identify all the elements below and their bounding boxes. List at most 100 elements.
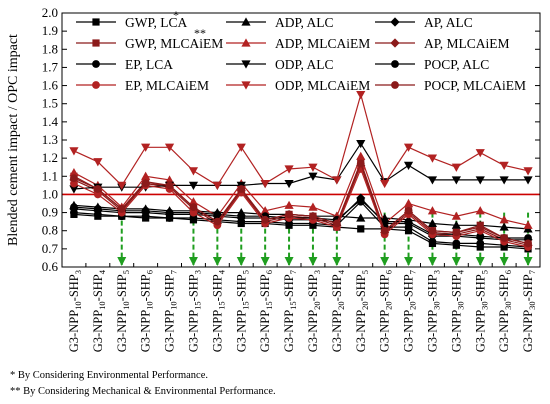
data-point [141,143,151,152]
data-point [427,154,438,163]
legend-label: AP, ALC [424,15,473,30]
data-point [165,181,174,190]
x-tick-label-mid: -SHP [282,274,296,301]
series-line [73,161,529,244]
data-point [260,179,270,189]
x-tick-label-main: G3-NPP [306,310,320,352]
x-tick-label-sub2: 5 [121,270,131,274]
x-tick-label: G3-NPP20-SHP3 [306,270,322,352]
x-tick-label-main: G3-NPP [210,310,224,352]
data-point [189,208,198,217]
data-point [476,239,485,248]
highlight-arrowhead [427,257,437,266]
plot-frame [61,12,541,268]
x-tick-label-main: G3-NPP [521,310,535,352]
data-point [308,163,318,172]
x-tick-label-main: G3-NPP [258,310,272,352]
data-point [500,234,509,242]
series-line [73,200,529,248]
data-point [427,176,438,185]
x-tick-label-sub2: 6 [503,270,513,274]
series-line [73,213,529,250]
data-point [356,91,366,100]
legend-marker [92,81,100,89]
y-tick-label: 1.2 [42,150,58,165]
legend-marker [390,38,400,48]
series-line [73,199,528,239]
data-point [356,213,366,222]
x-tick-label-mid: -SHP [306,274,320,301]
y-tick-label: 1.4 [42,114,59,129]
legend-marker [241,60,251,69]
data-point [476,232,485,241]
x-tick-label-sub1: 30 [431,301,441,310]
data-point [69,168,79,177]
x-tick-label-sub2: 3 [192,270,202,274]
x-tick-label-sub2: 7 [288,270,298,274]
data-point [284,200,294,209]
highlight-arrowhead [117,257,127,266]
x-tick-label-main: G3-NPP [91,310,105,352]
x-tick-label-main: G3-NPP [402,310,416,352]
data-point [70,179,78,188]
data-point [524,234,532,242]
y-tick-label: 0.8 [42,223,58,238]
data-point [332,219,341,228]
data-point [523,220,533,229]
footnote-mechanical-environmental: ** By Considering Mechanical & Environme… [10,386,276,397]
data-point [93,185,102,193]
x-tick-label-sub2: 7 [408,270,418,274]
highlight-arrowhead [260,257,270,266]
x-tick-label-mid: -SHP [115,274,129,301]
x-tick-label-sub2: 5 [479,270,489,274]
x-tick-label-mid: -SHP [378,274,392,301]
data-point [332,176,342,185]
data-point [475,149,485,158]
data-point [117,181,127,190]
x-tick-label-sub1: 10 [121,301,131,310]
x-tick-label-main: G3-NPP [473,310,487,352]
data-point [499,176,509,185]
highlight-arrowhead [451,257,461,266]
x-tick-label-sub2: 3 [312,270,322,274]
data-point [93,158,103,167]
data-point [380,226,389,235]
x-tick-label: G3-NPP10-SHP7 [163,270,179,352]
legend-label: ADP, ALC [275,15,334,30]
axes: Blended cement impact / OPC impact G3-NPP… [6,12,541,352]
highlight-arrowhead [380,257,390,266]
x-tick-label-mid: -SHP [139,274,153,301]
x-tick-label-mid: -SHP [234,274,248,301]
x-tick-label-sub2: 6 [145,270,155,274]
x-tick-label-main: G3-NPP [354,310,368,352]
series-line [73,154,529,226]
x-tick-label-sub1: 10 [97,301,107,310]
y-tick-label: 1.5 [42,96,58,111]
x-tick-label: G3-NPP20-SHP7 [402,270,418,352]
data-point [284,179,294,189]
x-tick-label-main: G3-NPP [282,310,296,352]
legend-annotation-lca: * [173,8,179,22]
x-tick-label-mid: -SHP [473,274,487,301]
data-point [213,217,222,226]
data-point [356,195,365,204]
highlight-arrowhead [308,257,318,266]
y-tick-label: 1.7 [42,59,59,74]
data-point [141,212,150,221]
data-point [403,161,414,170]
x-tick-label-sub2: 6 [384,270,394,274]
data-point [499,215,509,224]
data-point [356,151,366,160]
x-tick-label-sub1: 15 [216,301,226,310]
x-tick-label: G3-NPP15-SHP6 [258,270,274,352]
data-point [451,211,461,220]
x-tick-label: G3-NPP10-SHP5 [115,270,131,352]
data-point [93,210,102,219]
data-point [189,203,198,212]
data-point [213,210,222,219]
data-point [189,214,198,222]
data-point [451,220,461,229]
highlight-arrowhead [212,257,222,266]
legend-label: GWP, MLCAiEM [125,36,223,51]
highlight-arrowhead [188,257,198,266]
